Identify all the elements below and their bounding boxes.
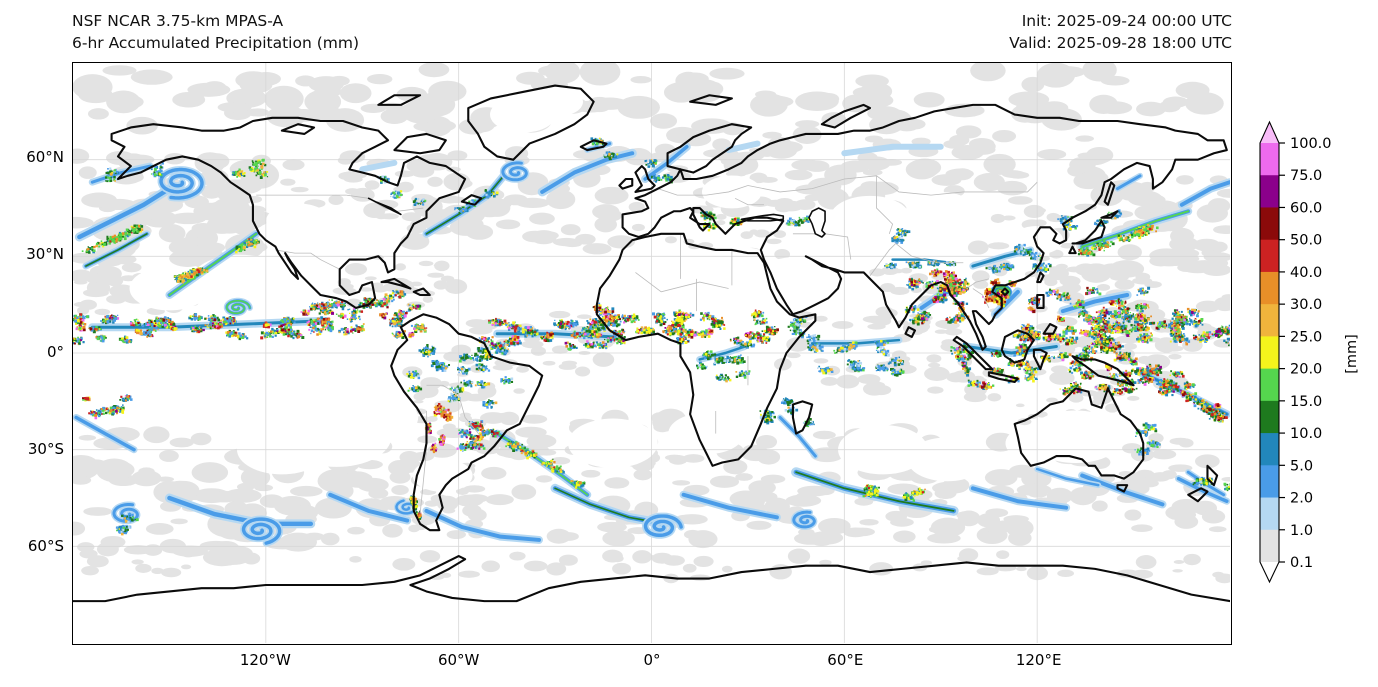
lon-tick-label: 120°W — [239, 651, 291, 669]
colorbar-tick-label: 75.0 — [1290, 168, 1322, 184]
lat-tick-label: 30°N — [26, 245, 64, 264]
colorbar-tick-label: 40.0 — [1290, 265, 1322, 281]
colorbar-tick-label: 60.0 — [1290, 200, 1322, 216]
colorbar-tick-label: 2.0 — [1290, 491, 1313, 507]
map-canvas — [72, 62, 1232, 645]
colorbar-tick-label: 100.0 — [1290, 136, 1332, 152]
valid-time-label: Valid: 2025-09-28 18:00 UTC — [1009, 34, 1232, 52]
colorbar-tick-label: 10.0 — [1290, 426, 1322, 442]
lat-tick-label: 60°N — [26, 148, 64, 167]
world-map-svg — [73, 63, 1230, 643]
lon-tick-label: 120°E — [1015, 651, 1062, 669]
colorbar-tick-label: 5.0 — [1290, 458, 1313, 474]
lon-tick-label: 0° — [643, 651, 661, 669]
colorbar-tick-label: 0.1 — [1290, 555, 1313, 571]
colorbar-tick-label: 50.0 — [1290, 233, 1322, 249]
lat-tick-label: 30°S — [27, 439, 64, 458]
timestamp-block: Init: 2025-09-24 00:00 UTC Valid: 2025-0… — [1009, 10, 1232, 54]
colorbar-tick-label: 25.0 — [1290, 329, 1322, 345]
colorbar-tick-label: 1.0 — [1290, 523, 1313, 539]
colorbar: 100.0 75.0 60.0 50.0 40.0 30.0 25.0 20.0 15.0 10.… — [1259, 120, 1332, 584]
lat-tick-label: 0° — [46, 342, 64, 361]
colorbar-unit-label: [mm] — [1344, 334, 1360, 374]
colorbar-tick-label: 20.0 — [1290, 362, 1322, 378]
colorbar-tick-label: 30.0 — [1290, 297, 1322, 313]
lon-tick-label: 60°E — [827, 651, 864, 669]
plot-title: NSF NCAR 3.75-km MPAS-A 6-hr Accumulated… — [72, 10, 359, 54]
lat-tick-label: 60°S — [27, 536, 64, 555]
title-line-variable: 6-hr Accumulated Precipitation (mm) — [72, 34, 359, 52]
init-time-label: Init: 2025-09-24 00:00 UTC — [1021, 12, 1232, 30]
lon-tick-label: 60°W — [437, 651, 480, 669]
title-line-model: NSF NCAR 3.75-km MPAS-A — [72, 12, 284, 30]
colorbar-tick-label: 15.0 — [1290, 394, 1322, 410]
